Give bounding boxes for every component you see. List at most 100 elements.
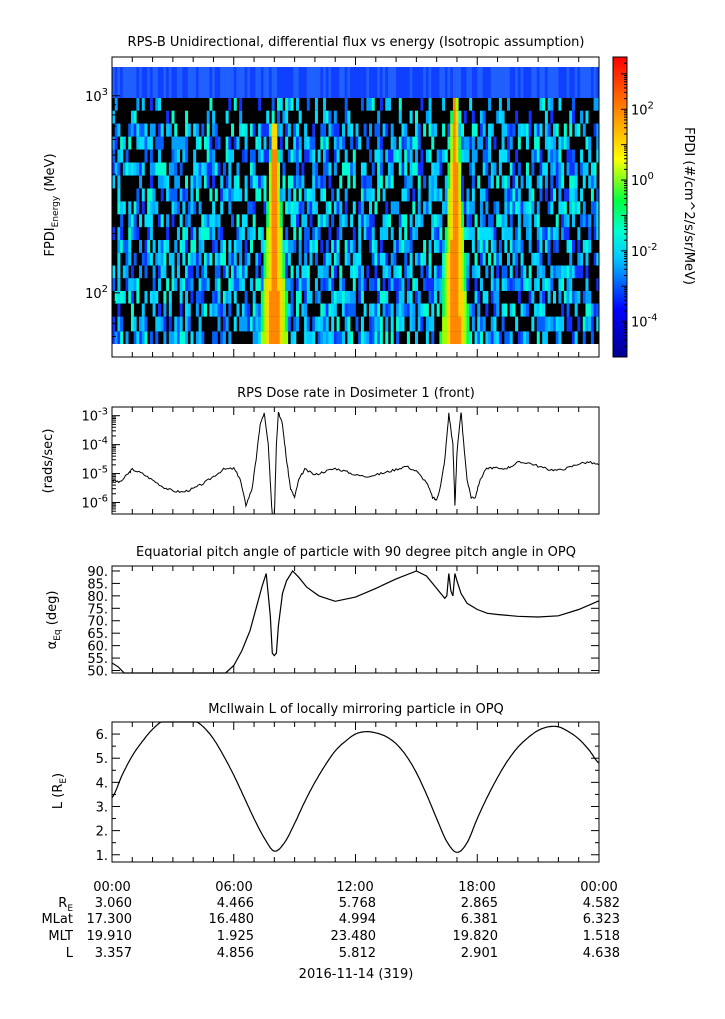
spectrogram-cell bbox=[287, 278, 291, 291]
spectrogram-cell bbox=[561, 278, 565, 291]
spectrogram-cell bbox=[471, 201, 475, 215]
spectrogram-cell bbox=[258, 316, 262, 332]
spectrogram-cell bbox=[190, 201, 194, 215]
spectrogram-cell bbox=[263, 252, 267, 266]
spectrogram-cell bbox=[520, 201, 524, 215]
spectrogram-cell bbox=[404, 136, 408, 150]
spectrogram-cell bbox=[147, 214, 151, 228]
spectrogram-cell bbox=[479, 252, 483, 266]
spectrogram-cell bbox=[555, 123, 559, 137]
spectrogram-cell bbox=[198, 201, 202, 215]
spectrogram-cell bbox=[558, 278, 562, 291]
spectrogram-cell bbox=[249, 149, 253, 163]
spectrogram-cell bbox=[450, 303, 454, 317]
spectrogram-cell bbox=[185, 290, 189, 304]
spectrogram-cell bbox=[450, 278, 454, 291]
spectrogram-cell bbox=[309, 67, 313, 98]
spectrogram-cell bbox=[333, 162, 337, 176]
spectrogram-cell bbox=[406, 303, 410, 317]
footer-value: 19.820 bbox=[453, 929, 499, 944]
spectrogram-cell bbox=[312, 227, 316, 240]
spectrogram-cell bbox=[358, 331, 362, 344]
spectrogram-cell bbox=[149, 149, 153, 163]
spectrogram-cell bbox=[531, 201, 535, 215]
spectrogram-cell bbox=[571, 97, 575, 111]
spectrogram-cell bbox=[561, 303, 565, 317]
spectrogram-cell bbox=[144, 331, 148, 344]
spectrogram-cell bbox=[396, 278, 400, 291]
spectrogram-cell bbox=[485, 136, 489, 150]
spectrogram-cell bbox=[561, 175, 565, 189]
spectrogram-cell bbox=[347, 123, 351, 137]
spectrogram-cell bbox=[374, 123, 378, 137]
spectrogram-cell bbox=[314, 162, 318, 176]
spectrogram-cell bbox=[544, 162, 548, 176]
spectrogram-cell bbox=[266, 331, 270, 344]
spectrogram-cell bbox=[255, 136, 259, 150]
spectrogram-cell bbox=[390, 67, 394, 98]
spectrogram-cell bbox=[596, 136, 600, 150]
spectrogram-cell bbox=[117, 303, 121, 317]
spectrogram-cell bbox=[582, 67, 586, 98]
spectrogram-cell bbox=[504, 149, 508, 163]
spectrogram-cell bbox=[528, 265, 532, 279]
spectrogram-cell bbox=[436, 214, 440, 228]
spectrogram-cell bbox=[144, 67, 148, 98]
spectrogram-cell bbox=[366, 188, 370, 202]
spectrogram-cell bbox=[504, 265, 508, 279]
spectrogram-cell bbox=[214, 239, 218, 253]
spectrogram-cell bbox=[358, 290, 362, 304]
spectrogram-cell bbox=[282, 188, 286, 202]
spectrogram-cell bbox=[585, 265, 589, 279]
spectrogram-cell bbox=[574, 123, 578, 137]
spectrogram-cell bbox=[466, 227, 470, 240]
spectrogram-cell bbox=[404, 265, 408, 279]
spectrogram-cell bbox=[439, 290, 443, 304]
spectrogram-cell bbox=[452, 162, 456, 176]
spectrogram-cell bbox=[206, 162, 210, 176]
spectrogram-cell bbox=[282, 316, 286, 332]
spectrogram-cell bbox=[585, 136, 589, 150]
spectrogram-cell bbox=[582, 214, 586, 228]
spectrogram-cell bbox=[201, 227, 205, 240]
spectrogram-cell bbox=[320, 214, 324, 228]
panel2-ylabel: (rads/sec) bbox=[41, 429, 56, 494]
spectrogram-cell bbox=[377, 110, 381, 124]
plot-frame bbox=[111, 565, 600, 674]
spectrogram-cell bbox=[463, 67, 467, 98]
spectrogram-cell bbox=[163, 67, 167, 98]
spectrogram-cell bbox=[336, 252, 340, 266]
spectrogram-cell bbox=[279, 316, 283, 332]
spectrogram-cell bbox=[209, 227, 213, 240]
spectrogram-cell bbox=[398, 97, 402, 111]
spectrogram-cell bbox=[287, 123, 291, 137]
spectrogram-cell bbox=[377, 290, 381, 304]
spectrogram-cell bbox=[190, 331, 194, 344]
spectrogram-cell bbox=[128, 136, 132, 150]
spectrogram-cell bbox=[112, 316, 116, 332]
spectrogram-cell bbox=[442, 265, 446, 279]
spectrogram-cell bbox=[455, 290, 459, 304]
spectrogram-cell bbox=[333, 67, 337, 98]
spectrogram-cell bbox=[493, 278, 497, 291]
spectrogram-cell bbox=[182, 331, 186, 344]
spectrogram-cell bbox=[485, 162, 489, 176]
spectrogram-cell bbox=[585, 67, 589, 98]
footer-row-label-l: L bbox=[66, 946, 74, 961]
spectrogram-cell bbox=[542, 227, 546, 240]
spectrogram-cell bbox=[536, 136, 540, 150]
spectrogram-cell bbox=[442, 303, 446, 317]
spectrogram-cell bbox=[209, 214, 213, 228]
spectrogram-cell bbox=[128, 227, 132, 240]
spectrogram-cell bbox=[509, 227, 513, 240]
spectrogram-cell bbox=[182, 188, 186, 202]
spectrogram-cell bbox=[423, 175, 427, 189]
spectrogram-cell bbox=[452, 303, 456, 317]
spectrogram-cell bbox=[320, 331, 324, 344]
spectrogram-cell bbox=[301, 265, 305, 279]
spectrogram-cell bbox=[558, 331, 562, 344]
spectrogram-cell bbox=[114, 290, 118, 304]
spectrogram-cell bbox=[117, 175, 121, 189]
spectrogram-cell bbox=[431, 123, 435, 137]
spectrogram-cell bbox=[293, 175, 297, 189]
